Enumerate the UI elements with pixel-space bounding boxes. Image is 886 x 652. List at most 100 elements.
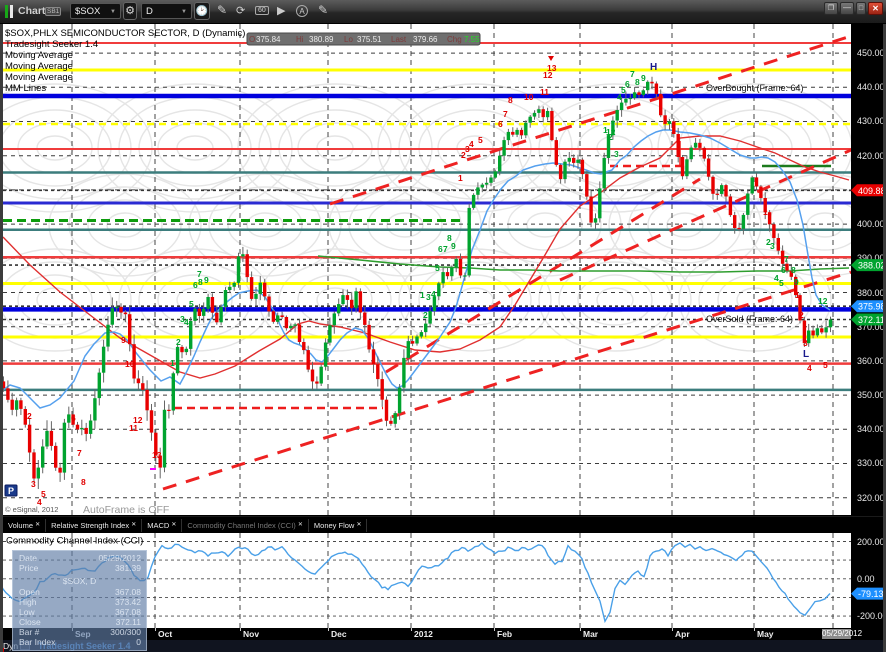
svg-text:1: 1 [458,173,463,183]
svg-text:Lo: Lo [344,35,353,44]
svg-text:11: 11 [540,87,549,97]
svg-text:380.00: 380.00 [857,288,885,298]
svg-text:$SOX,PHLX SEMICONDUCTOR SECTOR: $SOX,PHLX SEMICONDUCTOR SECTOR, D (Dynam… [5,28,245,39]
svg-text:6: 6 [438,244,443,254]
svg-text:12: 12 [543,70,553,80]
svg-text:1: 1 [603,125,608,135]
svg-text:379.66: 379.66 [413,35,438,44]
svg-text:388.02: 388.02 [858,261,886,271]
svg-text:420.00: 420.00 [857,151,885,161]
svg-text:2: 2 [176,337,181,347]
svg-text:5: 5 [621,85,626,95]
svg-text:Chg: Chg [447,35,462,44]
svg-text:200.00: 200.00 [857,537,885,547]
svg-text:13: 13 [547,63,557,73]
svg-text:340.00: 340.00 [857,424,885,434]
svg-text:370.00: 370.00 [857,322,885,332]
svg-text:2: 2 [766,237,771,247]
svg-text:L: L [803,349,809,360]
svg-text:Commodity Channel Index (CCI): Commodity Channel Index (CCI) [6,536,143,547]
svg-text:OverBought (Frame: 64): OverBought (Frame: 64) [706,83,804,93]
svg-text:7: 7 [630,69,635,79]
svg-text:7.55: 7.55 [464,35,480,44]
svg-text:© eSignal, 2012: © eSignal, 2012 [5,505,58,514]
svg-text:8: 8 [81,477,86,487]
svg-text:6: 6 [781,265,786,275]
svg-text:13: 13 [152,450,162,460]
svg-text:2: 2 [27,411,32,421]
svg-text:5: 5 [435,263,440,273]
svg-text:400.00: 400.00 [857,219,885,229]
svg-text:5: 5 [779,278,784,288]
svg-text:430.00: 430.00 [857,116,885,126]
svg-text:375.98: 375.98 [858,302,886,312]
svg-text:Hi: Hi [296,35,304,44]
svg-text:Moving Average: Moving Average [5,61,73,72]
svg-text:Last: Last [391,35,407,44]
svg-text:9: 9 [641,73,646,83]
svg-text:390.00: 390.00 [857,253,885,263]
svg-text:11: 11 [129,423,138,433]
svg-text:6: 6 [193,280,198,290]
svg-text:1: 1 [420,290,425,300]
svg-text:4: 4 [469,139,474,149]
svg-text:8: 8 [635,77,640,87]
svg-text:4: 4 [431,289,436,299]
svg-text:-79.13: -79.13 [858,589,884,599]
svg-text:3: 3 [803,338,808,348]
svg-text:AutoFrame is OFF: AutoFrame is OFF [83,504,169,516]
svg-text:H: H [650,62,657,73]
svg-text:3: 3 [426,292,431,302]
svg-text:7: 7 [503,109,508,119]
svg-text:2: 2 [423,310,428,320]
svg-text:8: 8 [791,265,796,275]
svg-text:6: 6 [625,79,630,89]
svg-text:4: 4 [37,497,42,507]
svg-text:409.88: 409.88 [858,186,886,196]
svg-text:1: 1 [170,358,175,368]
svg-text:4: 4 [617,92,622,102]
svg-text:7: 7 [197,269,202,279]
svg-text:320.00: 320.00 [857,493,885,503]
svg-text:Moving Average: Moving Average [5,50,73,61]
svg-text:7: 7 [784,254,789,264]
svg-text:5: 5 [823,360,828,370]
svg-text:380.89: 380.89 [309,35,334,44]
svg-text:4: 4 [774,273,779,283]
svg-text:10: 10 [125,359,135,369]
svg-text:5: 5 [41,489,46,499]
svg-text:3: 3 [31,479,36,489]
svg-text:12: 12 [818,296,828,306]
svg-text:8: 8 [447,233,452,243]
svg-text:OverSold (Frame: 64): OverSold (Frame: 64) [706,314,793,324]
svg-text:0.00: 0.00 [857,574,875,584]
svg-text:6: 6 [71,413,76,423]
svg-text:4: 4 [807,363,812,373]
svg-text:12: 12 [606,127,616,137]
svg-text:372.11: 372.11 [858,315,885,325]
svg-text:1: 1 [763,207,768,217]
svg-text:350.00: 350.00 [857,390,885,400]
svg-text:3: 3 [614,149,619,159]
svg-text:10: 10 [524,92,534,102]
svg-text:Tradesight Seeker 1.4: Tradesight Seeker 1.4 [5,39,98,50]
svg-text:450.00: 450.00 [857,48,885,58]
svg-text:330.00: 330.00 [857,458,885,468]
svg-text:MM Lines: MM Lines [5,83,46,94]
svg-text:3: 3 [465,144,470,154]
svg-text:2: 2 [461,150,466,160]
svg-text:375.84: 375.84 [256,35,281,44]
svg-text:3: 3 [770,241,775,251]
svg-text:2: 2 [608,132,613,142]
svg-text:2: 2 [799,310,804,320]
svg-text:5: 5 [478,135,483,145]
svg-text:Moving Average: Moving Average [5,72,73,83]
svg-text:-200.00: -200.00 [857,611,886,621]
svg-text:7: 7 [443,244,448,254]
svg-text:6: 6 [498,119,503,129]
svg-text:375.51: 375.51 [357,35,382,44]
svg-text:5: 5 [189,299,194,309]
svg-text:8: 8 [508,95,513,105]
svg-text:O: O [249,35,255,44]
svg-text:4: 4 [184,317,189,327]
